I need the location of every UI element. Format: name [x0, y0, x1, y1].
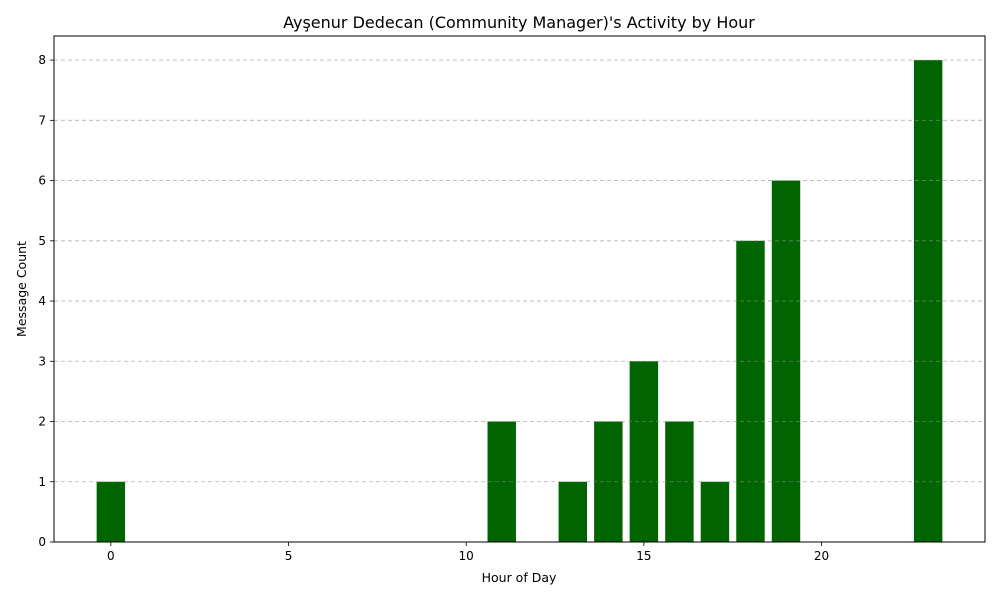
- x-tick-label: 15: [636, 549, 651, 563]
- chart-title: Ayşenur Dedecan (Community Manager)'s Ac…: [283, 13, 755, 32]
- x-tick-label: 10: [459, 549, 474, 563]
- y-tick-label: 4: [38, 294, 46, 308]
- x-axis-title: Hour of Day: [482, 570, 557, 585]
- y-tick-label: 8: [38, 53, 46, 67]
- bar-hour-0: [96, 481, 126, 542]
- y-tick-label: 1: [38, 475, 46, 489]
- bar-hour-13: [558, 481, 588, 542]
- y-axis-title: Message Count: [14, 241, 29, 337]
- bar-hour-15: [629, 361, 659, 542]
- x-tick-label: 0: [107, 549, 115, 563]
- y-tick-label: 0: [38, 535, 46, 549]
- x-tick-label: 20: [814, 549, 829, 563]
- axes: 0 5 10 15 20 0 1 2 3 4 5 6 7 8: [38, 35, 986, 563]
- y-tick-label: 2: [38, 415, 46, 429]
- bars: [54, 59, 985, 543]
- y-tick-label: 5: [38, 234, 46, 248]
- bar-hour-18: [736, 240, 765, 543]
- x-tick-label: 5: [285, 549, 293, 563]
- y-tick-label: 7: [38, 113, 46, 127]
- y-tick-label: 6: [38, 174, 46, 188]
- plot-frame: [53, 35, 986, 543]
- bar-hour-17: [700, 481, 730, 542]
- grid-lines: [54, 59, 985, 483]
- y-tick-label: 3: [38, 354, 46, 368]
